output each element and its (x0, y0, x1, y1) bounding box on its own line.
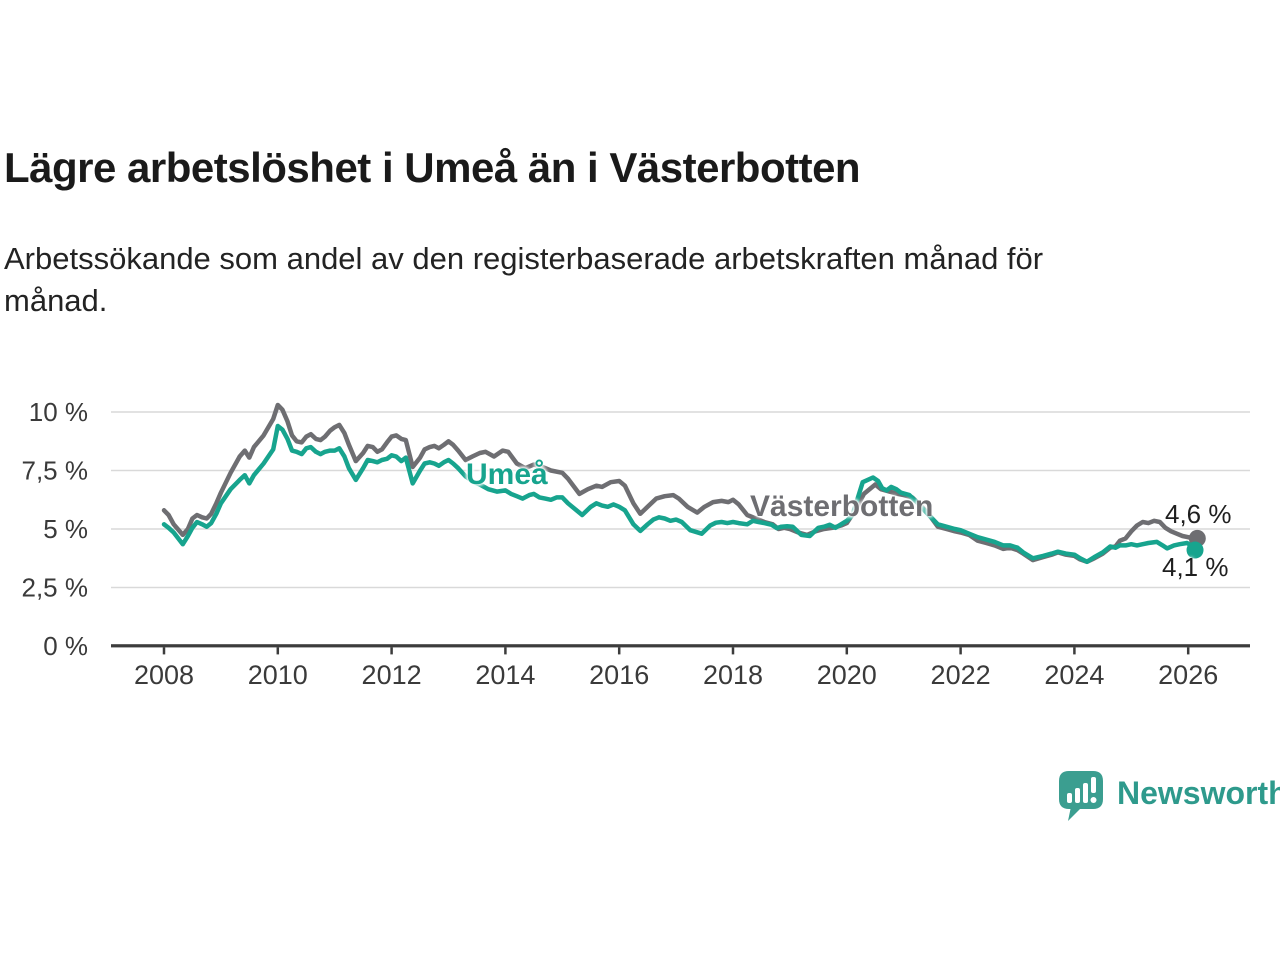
newsworthy-speech-bubble-bar-chart-icon (1059, 771, 1103, 821)
series-label-vasterbotten: Västerbotten (750, 490, 934, 523)
x-axis-tick (617, 647, 621, 655)
end-dot-ume (1186, 541, 1204, 559)
newsworthy-logo-text: Newsworthy (1117, 775, 1280, 811)
x-axis-tick (731, 647, 735, 655)
y-axis-tick-label: 0 % (43, 631, 88, 661)
newsworthy-logo: Newsworthy (1058, 770, 1280, 822)
x-axis-tick (162, 647, 166, 655)
end-value-label-vasterbotten: 4,6 % (1165, 499, 1232, 529)
series-label-umea: Umeå (466, 458, 548, 491)
x-axis-line (111, 644, 1250, 648)
x-axis-tick (845, 647, 849, 655)
x-axis-tick (504, 647, 507, 655)
subtitle-line-1: Arbetssökande som andel av den registerb… (4, 241, 1044, 276)
y-axis-tick-label: 7,5 % (22, 456, 89, 486)
end-value-label-umea: 4,1 % (1162, 552, 1229, 582)
x-axis-tick-label: 2016 (589, 660, 649, 690)
x-axis-tick (276, 647, 280, 655)
x-axis-tick-label: 2010 (248, 660, 308, 690)
line-ume (161, 423, 1198, 565)
x-axis-tick-label: 2014 (475, 660, 535, 690)
x-axis-tick (390, 647, 393, 655)
y-axis-tick-label: 10 % (29, 397, 88, 427)
x-axis-tick-label: 2018 (703, 660, 763, 690)
x-axis-tick-label: 2024 (1044, 660, 1104, 690)
x-axis-tick-label: 2008 (134, 660, 194, 690)
subtitle-line-2: månad. (4, 283, 108, 318)
x-axis-tick (959, 647, 962, 655)
y-axis-tick-label: 2,5 % (22, 573, 89, 603)
page-title: Lägre arbetslöshet i Umeå än i Västerbot… (4, 144, 861, 191)
x-axis-tick-label: 2012 (362, 660, 422, 690)
x-axis-tick (1186, 647, 1190, 655)
line-vsterbotten (161, 402, 1200, 565)
x-axis-tick (1073, 647, 1076, 655)
x-axis-tick-label: 2020 (817, 660, 877, 690)
chart-subtitle: Arbetssökande som andel av den registerb… (4, 238, 1204, 322)
x-axis-tick-label: 2026 (1158, 660, 1218, 690)
y-axis-tick-label: 5 % (43, 514, 88, 544)
x-axis-tick-label: 2022 (931, 660, 991, 690)
